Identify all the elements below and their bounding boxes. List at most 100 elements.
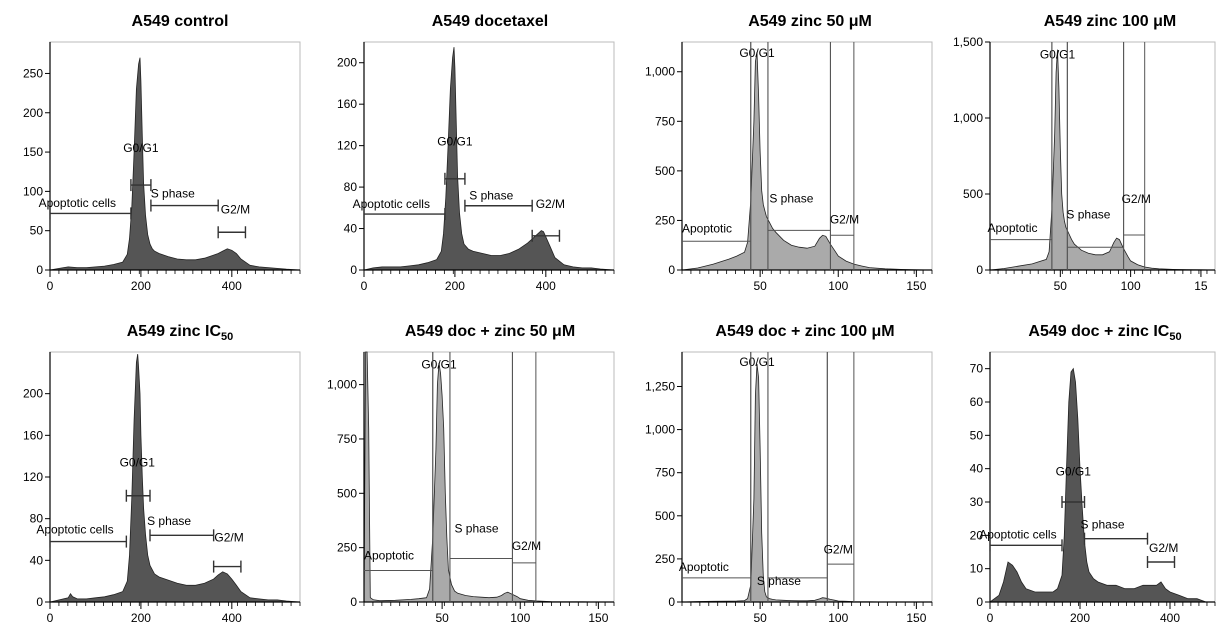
histogram-area bbox=[988, 367, 1215, 603]
y-tick-label: 60 bbox=[970, 395, 984, 409]
x-tick-label: 0 bbox=[987, 611, 994, 625]
y-tick-label: 1,000 bbox=[645, 423, 675, 437]
x-tick-label: 50 bbox=[435, 611, 449, 625]
histogram-area bbox=[363, 47, 615, 271]
x-tick-label: 400 bbox=[1160, 611, 1180, 625]
y-tick-label: 0 bbox=[350, 263, 357, 277]
y-tick-label: 70 bbox=[970, 362, 984, 376]
histogram-panel: A549 control 0 200 400 0 50 100 150 200 250 G0/G1 A… bbox=[23, 13, 301, 293]
x-tick-label: 150 bbox=[906, 279, 926, 293]
panel-title-subscript: 50 bbox=[221, 331, 233, 343]
panel-title-subscript: 50 bbox=[1169, 331, 1181, 343]
y-tick-label: 750 bbox=[337, 432, 357, 446]
gate-label: G2/M bbox=[512, 539, 541, 553]
x-tick-label: 200 bbox=[131, 279, 151, 293]
y-tick-label: 500 bbox=[337, 486, 357, 500]
x-tick-label: 50 bbox=[1054, 279, 1068, 293]
gate-label: Apoptotic bbox=[679, 560, 729, 574]
y-tick-label: 0 bbox=[976, 595, 983, 609]
y-tick-label: 200 bbox=[23, 106, 43, 120]
x-tick-label: 400 bbox=[536, 279, 556, 293]
gate-label: G0/G1 bbox=[739, 46, 775, 60]
y-tick-label: 10 bbox=[970, 562, 984, 576]
gate-label: G2/M bbox=[1149, 541, 1178, 555]
y-tick-label: 200 bbox=[23, 387, 43, 401]
x-tick-label: 15 bbox=[1194, 279, 1208, 293]
gate-label: G2/M bbox=[221, 202, 250, 216]
x-tick-label: 100 bbox=[510, 611, 530, 625]
x-tick-label: 200 bbox=[445, 279, 465, 293]
gate-label: G0/G1 bbox=[739, 355, 775, 369]
y-tick-label: 80 bbox=[30, 512, 44, 526]
y-tick-label: 0 bbox=[350, 595, 357, 609]
gate-label: S phase bbox=[454, 521, 498, 535]
gate-label: Apoptotic cells bbox=[36, 522, 113, 536]
panel-title-text: A549 doc + zinc 100 μM bbox=[715, 323, 894, 340]
y-tick-label: 160 bbox=[337, 97, 357, 111]
histogram-panel: A549 zinc 50 μM 50 100 150 0 250 500 750 1,000 G0… bbox=[645, 13, 933, 293]
gate-label: Apoptotic cells bbox=[353, 197, 430, 211]
y-tick-label: 250 bbox=[23, 66, 43, 80]
y-tick-label: 50 bbox=[970, 428, 984, 442]
panel-title-text: A549 zinc 50 μM bbox=[748, 13, 872, 30]
gate-label: Apoptotic bbox=[987, 221, 1037, 235]
panel-title: A549 docetaxel bbox=[432, 13, 549, 30]
gate-label: S phase bbox=[769, 192, 813, 206]
y-tick-label: 150 bbox=[23, 145, 43, 159]
y-tick-label: 40 bbox=[970, 462, 984, 476]
y-tick-label: 0 bbox=[36, 595, 43, 609]
gate-label: G2/M bbox=[214, 531, 243, 545]
y-tick-label: 750 bbox=[655, 466, 675, 480]
y-tick-label: 20 bbox=[970, 528, 984, 542]
y-tick-label: 200 bbox=[337, 56, 357, 70]
y-tick-label: 100 bbox=[23, 184, 43, 198]
panel-title: A549 doc + zinc 50 μM bbox=[405, 323, 575, 340]
gate-label: Apoptotic cells bbox=[979, 528, 1056, 542]
y-tick-label: 0 bbox=[976, 263, 983, 277]
y-tick-label: 1,000 bbox=[327, 378, 357, 392]
plot-frame bbox=[989, 41, 1216, 271]
plot-frame bbox=[363, 41, 615, 271]
histogram-panel: A549 doc + zinc 50 μM 50 100 150 0 250 500 750 1… bbox=[327, 323, 615, 625]
panel-title-text: A549 doc + zinc IC bbox=[1028, 323, 1169, 340]
gate-label: S phase bbox=[151, 187, 195, 201]
y-tick-label: 1,000 bbox=[645, 65, 675, 79]
y-tick-label: 750 bbox=[655, 114, 675, 128]
panel-title: A549 zinc 100 μM bbox=[1044, 13, 1177, 30]
histogram-area bbox=[989, 49, 1216, 271]
panel-title-text: A549 zinc 100 μM bbox=[1044, 13, 1177, 30]
x-tick-label: 0 bbox=[361, 279, 368, 293]
gate-label: Apoptotic bbox=[364, 549, 414, 563]
histogram-panel: A549 docetaxel 0 200 400 0 40 80 120 160 200 G0/G1… bbox=[337, 13, 615, 293]
y-tick-label: 500 bbox=[963, 187, 983, 201]
gate-label: G0/G1 bbox=[421, 357, 457, 371]
gate-label: S phase bbox=[757, 574, 801, 588]
gate-label: S phase bbox=[1080, 518, 1124, 532]
gate-label: G0/G1 bbox=[1056, 464, 1092, 478]
histogram-panel: A549 zinc IC50 0 200 400 0 40 80 120 160 200 G0/G1… bbox=[23, 323, 301, 625]
gate-label: G2/M bbox=[536, 197, 565, 211]
y-tick-label: 120 bbox=[23, 470, 43, 484]
y-tick-label: 50 bbox=[30, 224, 44, 238]
panel-title-text: A549 doc + zinc 50 μM bbox=[405, 323, 575, 340]
x-tick-label: 400 bbox=[222, 279, 242, 293]
x-tick-label: 400 bbox=[222, 611, 242, 625]
y-tick-label: 500 bbox=[655, 509, 675, 523]
plot-frame bbox=[681, 41, 933, 271]
x-tick-label: 150 bbox=[588, 611, 608, 625]
histogram-area bbox=[681, 51, 933, 271]
x-tick-label: 100 bbox=[828, 279, 848, 293]
y-tick-label: 0 bbox=[36, 263, 43, 277]
plot-frame bbox=[363, 351, 615, 603]
y-tick-label: 80 bbox=[344, 180, 358, 194]
panel-title: A549 control bbox=[132, 13, 229, 30]
y-tick-label: 120 bbox=[337, 139, 357, 153]
gate-label: G0/G1 bbox=[123, 141, 159, 155]
x-tick-label: 100 bbox=[828, 611, 848, 625]
plot-frame bbox=[49, 41, 301, 271]
y-tick-label: 30 bbox=[970, 495, 984, 509]
panel-title: A549 zinc 50 μM bbox=[748, 13, 872, 30]
